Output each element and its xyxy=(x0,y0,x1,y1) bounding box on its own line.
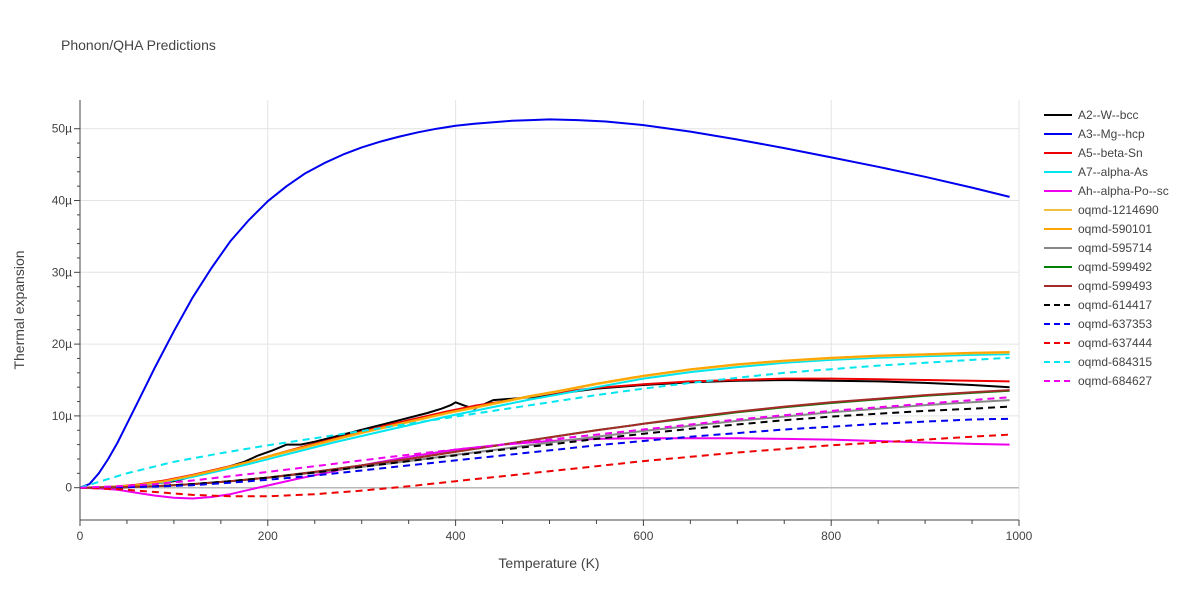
legend-item[interactable]: oqmd-1214690 xyxy=(1044,203,1159,217)
series-line-A3--Mg--hcp xyxy=(79,118,1010,489)
chart-title: Phonon/QHA Predictions xyxy=(61,37,216,53)
legend-label: oqmd-1214690 xyxy=(1078,203,1159,217)
x-tick-label: 0 xyxy=(77,529,84,543)
series-line-oqmd-637444 xyxy=(79,433,1010,498)
series-line-oqmd-599493 xyxy=(79,389,1010,489)
legend-item[interactable]: oqmd-637353 xyxy=(1044,317,1152,331)
series-line-oqmd-599492 xyxy=(79,389,1010,489)
legend-label: oqmd-599493 xyxy=(1078,279,1152,293)
legend-item[interactable]: A3--Mg--hcp xyxy=(1044,127,1145,141)
x-axis-title: Temperature (K) xyxy=(498,555,599,571)
legend-item[interactable]: oqmd-599492 xyxy=(1044,260,1152,274)
series-line-oqmd-1214690 xyxy=(79,351,1010,489)
legend-label: oqmd-590101 xyxy=(1078,222,1152,236)
series-line-oqmd-614417 xyxy=(79,405,1010,489)
axes: 0 200 400 600 800 1000 0 10µ 20µ 30µ 40µ 50µ xyxy=(52,100,1033,543)
y-tick-label: 20µ xyxy=(52,337,72,351)
legend-label: A5--beta-Sn xyxy=(1078,146,1143,160)
legend-item[interactable]: oqmd-590101 xyxy=(1044,222,1152,236)
x-tick-label: 400 xyxy=(446,529,466,543)
legend-label: oqmd-595714 xyxy=(1078,241,1152,255)
series-line-Ah--alpha-Po--sc xyxy=(79,437,1010,500)
legend: A2--W--bcc A3--Mg--hcp A5--beta-Sn A7--alph… xyxy=(1044,108,1169,388)
x-tick-label: 800 xyxy=(821,529,841,543)
legend-label: oqmd-637353 xyxy=(1078,317,1152,331)
series-line-oqmd-590101 xyxy=(79,351,1010,489)
legend-item[interactable]: oqmd-637444 xyxy=(1044,336,1152,350)
legend-label: A7--alpha-As xyxy=(1078,165,1148,179)
y-tick-label: 30µ xyxy=(52,265,72,279)
legend-label: Ah--alpha-Po--sc xyxy=(1078,184,1169,198)
x-tick-label: 600 xyxy=(633,529,653,543)
legend-label: A2--W--bcc xyxy=(1078,108,1138,122)
series-line-A7--alpha-As xyxy=(79,353,1010,489)
series-line-oqmd-684627 xyxy=(79,396,1010,489)
legend-label: oqmd-614417 xyxy=(1078,298,1152,312)
y-tick-label: 10µ xyxy=(52,409,72,423)
legend-item[interactable]: oqmd-614417 xyxy=(1044,298,1152,312)
series-line-oqmd-684315 xyxy=(79,356,1010,489)
legend-item[interactable]: Ah--alpha-Po--sc xyxy=(1044,184,1169,198)
legend-item[interactable]: oqmd-684315 xyxy=(1044,355,1152,369)
grid xyxy=(80,100,1020,520)
legend-label: oqmd-637444 xyxy=(1078,336,1152,350)
legend-item[interactable]: oqmd-599493 xyxy=(1044,279,1152,293)
y-tick-label: 40µ xyxy=(52,194,72,208)
legend-label: oqmd-684627 xyxy=(1078,374,1152,388)
series-line-oqmd-637353 xyxy=(79,417,1010,489)
legend-label: oqmd-599492 xyxy=(1078,260,1152,274)
legend-item[interactable]: oqmd-595714 xyxy=(1044,241,1152,255)
plot-area xyxy=(79,118,1010,500)
legend-label: A3--Mg--hcp xyxy=(1078,127,1145,141)
legend-item[interactable]: oqmd-684627 xyxy=(1044,374,1152,388)
legend-label: oqmd-684315 xyxy=(1078,355,1152,369)
x-tick-label: 200 xyxy=(258,529,278,543)
legend-item[interactable]: A2--W--bcc xyxy=(1044,108,1138,122)
x-tick-label: 1000 xyxy=(1006,529,1033,543)
y-tick-label: 0 xyxy=(65,481,72,495)
legend-item[interactable]: A7--alpha-As xyxy=(1044,165,1148,179)
y-axis-title: Thermal expansion xyxy=(11,250,27,369)
y-tick-label: 50µ xyxy=(52,122,72,136)
legend-item[interactable]: A5--beta-Sn xyxy=(1044,146,1143,160)
